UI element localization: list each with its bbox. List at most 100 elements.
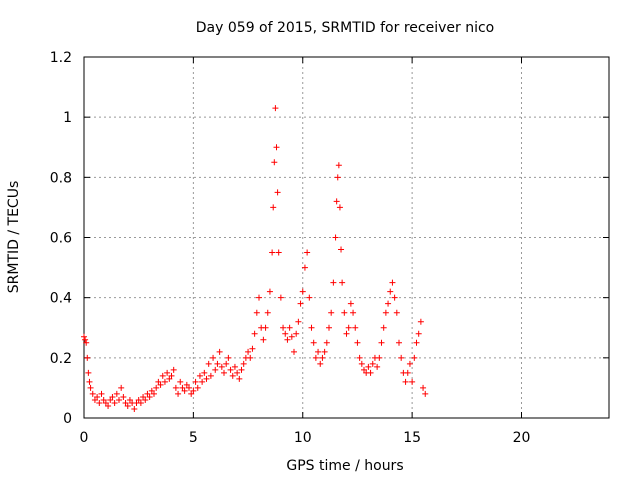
data-point [310,339,317,346]
data-point [111,399,118,406]
data-point [415,330,422,337]
data-point [186,384,192,391]
data-point [89,390,96,397]
data-point [214,360,221,367]
data-point [126,396,133,403]
data-point [231,363,238,370]
x-tick-label: 5 [189,430,198,446]
data-point [367,369,374,376]
data-point [229,372,236,379]
data-point [350,309,357,316]
data-point [218,363,225,370]
y-tick-label: 0.8 [50,170,72,186]
data-point [301,264,308,271]
data-point [203,375,210,382]
data-point [391,294,398,301]
data-point [417,318,424,325]
data-point [253,309,260,316]
data-point [273,144,280,151]
data-point [277,294,284,301]
data-point [286,324,293,331]
data-point [402,378,409,385]
data-point [330,279,337,286]
data-point [157,381,164,388]
data-point [94,393,101,400]
y-tick-label: 0.2 [50,351,72,367]
data-point [354,339,361,346]
data-point [420,384,427,391]
data-point [341,309,348,316]
data-point [334,174,341,181]
data-point [164,369,171,376]
data-point [247,354,254,361]
data-point [153,384,160,391]
data-point [321,348,328,355]
data-point [216,348,223,355]
data-point [291,348,297,355]
data-point [124,402,131,409]
data-point [323,339,330,346]
data-point [365,363,372,370]
y-tick-label: 0 [63,411,72,427]
data-point [234,369,241,376]
data-point [82,336,89,343]
data-point [269,249,276,256]
data-point [274,189,281,196]
data-point [188,390,195,397]
grid [84,57,609,418]
x-tick-label: 15 [403,430,421,446]
data-point [86,378,93,385]
data-point [146,393,153,400]
data-point [199,378,206,385]
y-tick-label: 0.6 [50,231,72,247]
data-point [179,384,186,391]
data-point [393,309,400,316]
x-tick-label: 0 [80,430,89,446]
data-point [161,378,168,385]
data-point [196,372,203,379]
data-point [413,339,420,346]
data-point [221,369,227,376]
x-tick-label: 10 [294,430,312,446]
data-point [131,405,138,412]
data-point [144,390,151,397]
data-point [137,399,144,406]
data-point [297,300,304,307]
data-point [120,393,127,400]
data-point [304,249,311,256]
data-point [181,387,188,394]
data-point [155,378,162,385]
data-point [212,366,219,373]
data-point [142,396,149,403]
data-point [116,396,122,403]
data-point [260,336,267,343]
data-point [194,384,201,391]
data-point [83,339,90,346]
data-point [148,387,155,394]
data-point [270,204,277,211]
data-point [201,369,208,376]
data-point [109,393,116,400]
data-point [183,381,190,388]
data-point [299,288,306,295]
data-point [175,390,182,397]
data-point [374,363,381,370]
y-tick-label: 0.4 [50,291,72,307]
x-axis-label: GPS time / hours [286,458,403,474]
data-point [280,324,287,331]
data-point [358,360,365,367]
data-point [96,399,103,406]
data-point [135,396,142,403]
data-point [100,396,107,403]
data-point [335,162,342,169]
data-point [361,366,367,373]
y-tick-label: 1.2 [50,50,72,66]
data-point [151,390,157,397]
data-point [378,339,385,346]
data-point [396,339,402,346]
data-point [118,384,125,391]
data-point [85,369,92,376]
y-axis: 0 0.2 0.4 0.6 0.8 1 1.2 [50,50,609,427]
data-point [385,300,392,307]
